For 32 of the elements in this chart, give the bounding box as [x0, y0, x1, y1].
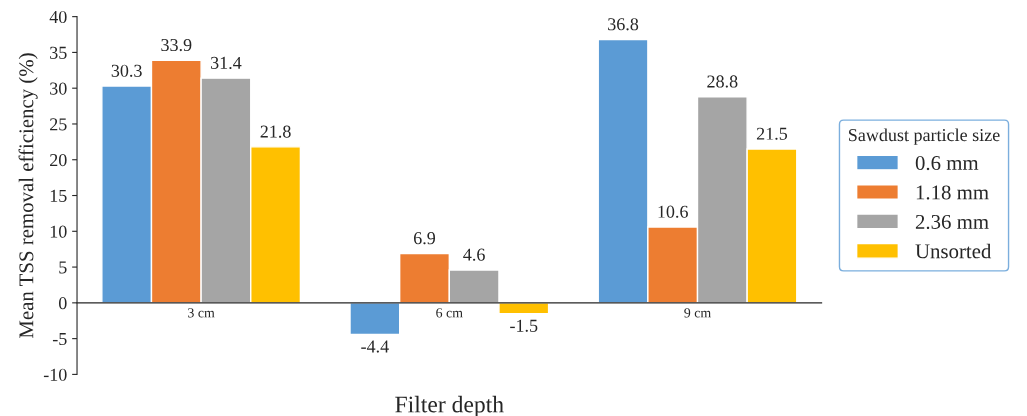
data-label: 33.9: [161, 38, 192, 52]
data-label: 6.9: [413, 232, 436, 245]
data-label: 21.8: [260, 125, 291, 138]
y-tick-label: 35: [50, 46, 67, 59]
data-label: 28.8: [707, 75, 738, 88]
y-tick-label: 20: [50, 154, 67, 167]
y-tick-label: 5: [59, 261, 67, 274]
y-tick-label: -5: [52, 333, 67, 346]
x-tick-label: 3 cm: [188, 308, 215, 318]
y-tick-label: 25: [50, 118, 67, 131]
y-axis-title: Mean TSS removal efficiency (%): [18, 53, 38, 339]
y-tick-label: 30: [50, 82, 67, 95]
x-tick-label: 6 cm: [436, 308, 463, 318]
data-label: 10.6: [658, 205, 688, 218]
data-label: -4.4: [361, 340, 389, 353]
legend-label: 2.36 mm: [915, 214, 989, 229]
y-tick-label: 40: [49, 10, 67, 24]
y-tick-label: -10: [43, 368, 67, 381]
y-tick-label: 15: [50, 189, 67, 202]
legend-label: Unsorted: [915, 243, 992, 259]
data-label: 31.4: [211, 56, 242, 70]
legend-label: 1.18 mm: [916, 185, 989, 200]
x-tick-label: 9 cm: [684, 308, 711, 318]
legend-title: Sawdust particle size: [849, 128, 1000, 145]
data-label: -1.5: [510, 319, 538, 332]
data-label: 4.6: [463, 248, 485, 261]
data-label: 30.3: [111, 64, 142, 77]
legend-label: 0.6 mm: [915, 155, 979, 171]
data-label: 36.8: [608, 18, 639, 31]
y-tick-label: 0: [58, 297, 67, 310]
data-label: 21.5: [756, 127, 788, 140]
y-tick-label: 10: [50, 225, 67, 238]
